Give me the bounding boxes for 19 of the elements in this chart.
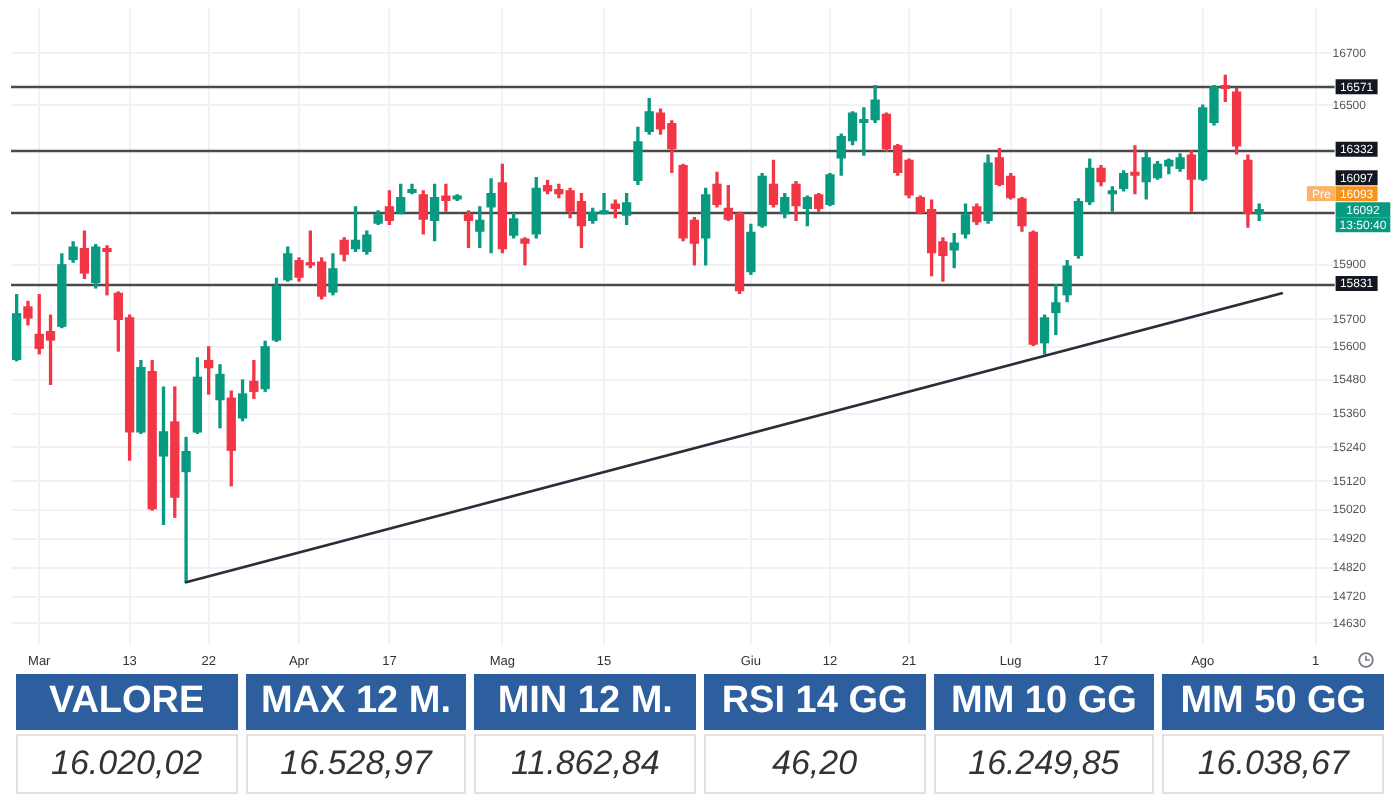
text: 16.528,97 xyxy=(280,744,432,782)
text: 46,20 xyxy=(772,744,858,782)
text: 16.249,85 xyxy=(968,744,1120,782)
category-label: VALORE xyxy=(48,680,205,722)
category-label: MIN 12 M. xyxy=(497,680,673,722)
text: 16.020,02 xyxy=(51,744,203,782)
candlestick xyxy=(441,183,451,212)
candlestick xyxy=(486,178,496,254)
category-label: MM 10 GG xyxy=(951,680,1137,722)
candlestick xyxy=(1051,284,1061,336)
candlestick xyxy=(520,237,530,266)
category-label: RSI 14 GG xyxy=(721,680,908,722)
candlestick xyxy=(181,436,191,583)
text: 11.862,84 xyxy=(510,744,660,782)
text: 16.038,67 xyxy=(1197,744,1349,782)
candlestick xyxy=(1130,145,1140,195)
category-label: MM 50 GG xyxy=(1180,680,1367,722)
category-label: MAX 12 M. xyxy=(260,680,451,722)
candlestick xyxy=(102,245,112,296)
